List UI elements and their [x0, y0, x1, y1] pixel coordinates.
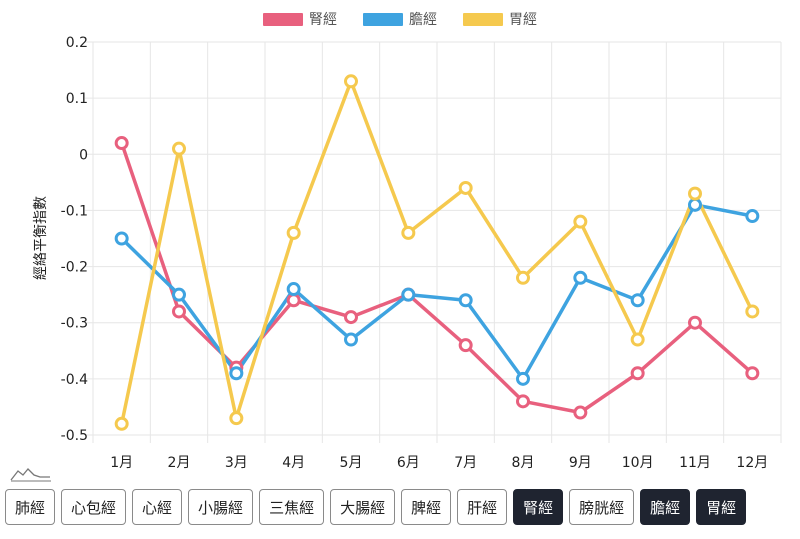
x-tick-label: 2月 [168, 455, 191, 471]
data-point[interactable] [344, 332, 358, 347]
data-point[interactable] [286, 293, 301, 308]
data-point[interactable] [516, 270, 530, 285]
meridian-button-gallbladder[interactable]: 膽經 [640, 489, 691, 525]
x-tick-label: 1月 [110, 455, 133, 471]
meridian-button-bar: 肺經 心包經 心經 小腸經 三焦經 大腸經 脾經 肝經 腎經 膀胱經 膽經 胃經 [5, 489, 747, 525]
y-tick-label: -0.1 [61, 203, 88, 219]
data-point[interactable] [688, 315, 702, 330]
data-point[interactable] [229, 411, 244, 426]
data-point[interactable] [114, 416, 129, 431]
legend-swatch-kidney [263, 12, 303, 26]
meridian-button-liver[interactable]: 肝經 [457, 489, 508, 525]
data-point[interactable] [573, 270, 588, 285]
meridian-button-stomach[interactable]: 胃經 [696, 489, 747, 525]
data-point[interactable] [573, 405, 588, 420]
meridian-button-large-intestine[interactable]: 大腸經 [330, 489, 396, 525]
x-tick-label: 8月 [512, 455, 535, 471]
legend-item-kidney[interactable]: 腎經 [263, 9, 337, 29]
data-point[interactable] [630, 366, 645, 381]
data-point[interactable] [745, 304, 760, 319]
x-tick-label: 6月 [397, 455, 420, 471]
y-tick-label: -0.4 [61, 372, 88, 388]
data-point[interactable] [344, 74, 358, 89]
series-line-2 [119, 79, 755, 426]
legend-label-kidney: 腎經 [309, 12, 337, 28]
y-axis-ticks: 0.2 0.1 0 -0.1 -0.2 -0.3 -0.4 -0.5 [61, 35, 88, 444]
legend-label-gallbladder: 膽經 [409, 12, 437, 28]
x-tick-label: 3月 [225, 455, 248, 471]
data-point[interactable] [286, 225, 301, 240]
y-tick-label: 0.2 [66, 35, 88, 51]
legend-item-gallbladder[interactable]: 膽經 [363, 9, 437, 29]
legend-item-stomach[interactable]: 胃經 [463, 9, 537, 29]
series-points [114, 74, 760, 431]
data-point[interactable] [688, 186, 702, 201]
data-point[interactable] [630, 332, 645, 347]
data-point[interactable] [630, 293, 645, 308]
meridian-button-small-intestine[interactable]: 小腸經 [188, 489, 254, 525]
x-tick-label: 11月 [679, 455, 711, 471]
data-point[interactable] [458, 293, 473, 308]
data-point[interactable] [745, 209, 760, 224]
series-line-1 [119, 203, 755, 381]
data-point[interactable] [516, 371, 530, 386]
meridian-button-heart[interactable]: 心經 [132, 489, 183, 525]
y-tick-label: -0.5 [61, 428, 88, 444]
y-tick-label: 0 [79, 147, 88, 163]
meridian-button-spleen[interactable]: 脾經 [401, 489, 452, 525]
legend-swatch-gallbladder [363, 12, 403, 26]
meridian-button-lung[interactable]: 肺經 [5, 489, 56, 525]
series-lines [119, 79, 755, 426]
meridian-button-triple-burner[interactable]: 三焦經 [259, 489, 325, 525]
data-point[interactable] [458, 338, 473, 353]
chart-legend: 腎經 膽經 胃經 [0, 9, 800, 29]
legend-swatch-stomach [463, 12, 503, 26]
data-point[interactable] [344, 310, 358, 325]
data-point[interactable] [401, 225, 416, 240]
data-point[interactable] [458, 180, 473, 195]
data-point[interactable] [286, 282, 301, 297]
legend-label-stomach: 胃經 [509, 12, 537, 28]
data-point[interactable] [229, 366, 244, 381]
data-point[interactable] [401, 287, 416, 302]
x-tick-label: 9月 [569, 455, 592, 471]
x-tick-label: 4月 [282, 455, 305, 471]
x-tick-label: 12月 [736, 455, 768, 471]
x-axis-ticks: 1月 2月 3月 4月 5月 6月 7月 8月 9月 10月 11月 12月 [110, 455, 768, 471]
mini-chart-icon[interactable] [10, 466, 52, 482]
data-point[interactable] [172, 141, 186, 156]
y-axis-label: 經絡平衡指數 [33, 196, 49, 280]
meridian-button-bladder[interactable]: 膀胱經 [569, 489, 635, 525]
y-tick-label: -0.3 [61, 316, 88, 332]
y-tick-label: -0.2 [61, 260, 88, 276]
data-point[interactable] [114, 136, 129, 151]
x-tick-label: 7月 [454, 455, 477, 471]
data-point[interactable] [172, 287, 186, 302]
data-point[interactable] [573, 214, 588, 229]
meridian-button-kidney[interactable]: 腎經 [513, 489, 564, 525]
line-chart: 0.2 0.1 0 -0.1 -0.2 -0.3 -0.4 -0.5 1月 2月 3月 4月 5月 6月… [33, 35, 782, 471]
data-point[interactable] [114, 231, 129, 246]
data-point[interactable] [688, 197, 702, 212]
meridian-button-pericardium[interactable]: 心包經 [61, 489, 127, 525]
data-point[interactable] [172, 304, 186, 319]
y-tick-label: 0.1 [66, 91, 88, 107]
data-point[interactable] [745, 366, 760, 381]
x-tick-label: 10月 [622, 455, 654, 471]
x-tick-label: 5月 [340, 455, 363, 471]
data-point[interactable] [516, 394, 530, 409]
